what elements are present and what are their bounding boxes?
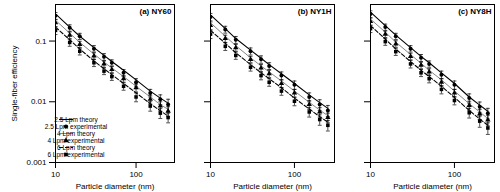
svg-text:(c) NY8H: (c) NY8H — [458, 7, 492, 16]
svg-text:100: 100 — [448, 170, 462, 179]
svg-text:(b) NY1H: (b) NY1H — [298, 7, 332, 16]
svg-text:Particle diameter (nm): Particle diameter (nm) — [233, 182, 312, 191]
svg-text:10: 10 — [51, 170, 60, 179]
svg-text:Single-fiber efficiency: Single-fiber efficiency — [10, 46, 19, 122]
svg-text:2.5 Lpm theory: 2.5 Lpm theory — [54, 115, 98, 123]
svg-text:0.1: 0.1 — [35, 37, 47, 46]
svg-text:6 Lpm theory: 6 Lpm theory — [57, 143, 95, 151]
svg-text:(a) NY60: (a) NY60 — [139, 7, 172, 16]
svg-text:10: 10 — [366, 170, 375, 179]
svg-text:4 Lpm theory: 4 Lpm theory — [57, 129, 95, 137]
svg-text:Particle diameter (nm): Particle diameter (nm) — [76, 182, 155, 191]
svg-text:Particle diameter (nm): Particle diameter (nm) — [393, 182, 472, 191]
svg-text:6 Lpm experimental: 6 Lpm experimental — [47, 151, 105, 159]
svg-text:100: 100 — [288, 170, 302, 179]
svg-text:2.5 Lpm experimental: 2.5 Lpm experimental — [44, 122, 108, 130]
svg-text:0.001: 0.001 — [26, 158, 47, 167]
svg-text:10: 10 — [206, 170, 215, 179]
svg-text:100: 100 — [129, 170, 143, 179]
svg-text:4 Lpm experimental: 4 Lpm experimental — [47, 136, 105, 144]
svg-text:0.01: 0.01 — [31, 97, 47, 106]
